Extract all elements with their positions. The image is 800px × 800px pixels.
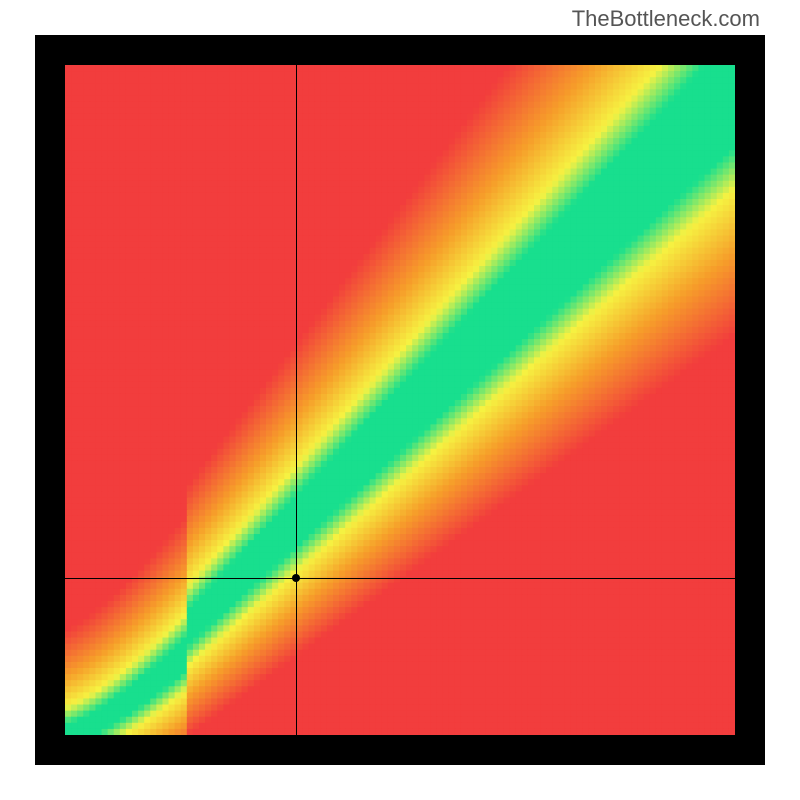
- plot-frame: [35, 35, 765, 765]
- crosshair-vertical: [296, 65, 297, 735]
- attribution-label: TheBottleneck.com: [572, 6, 760, 32]
- chart-container: TheBottleneck.com: [0, 0, 800, 800]
- heatmap-canvas: [65, 65, 735, 735]
- crosshair-horizontal: [65, 578, 735, 579]
- data-point: [292, 574, 300, 582]
